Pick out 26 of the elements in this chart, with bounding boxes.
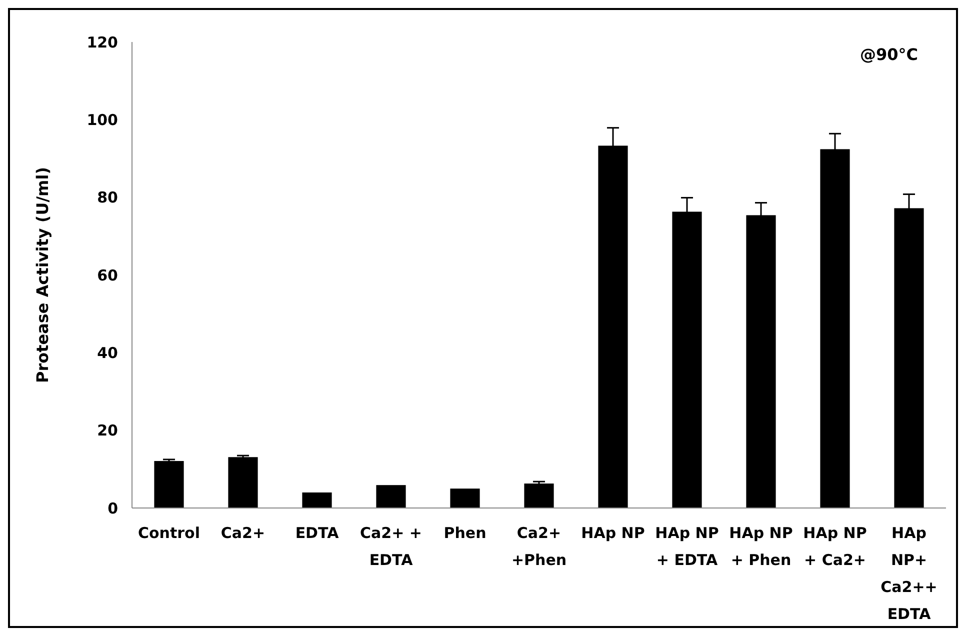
y-tick-label: 80 <box>97 188 118 207</box>
bar <box>302 492 332 508</box>
y-axis-title: Protease Activity (U/ml) <box>33 166 52 384</box>
y-tick-label: 40 <box>97 344 118 362</box>
y-tick-label: 20 <box>97 422 118 440</box>
x-tick-label: HAp NP+ Ca2++ EDTA <box>880 524 938 623</box>
x-tick-label: Ca2+ <box>220 524 266 542</box>
x-tick-label: HAp NP <box>581 524 645 542</box>
bar <box>154 461 184 508</box>
x-tick-label: HAp NP + Ca2+ <box>803 524 867 569</box>
bar <box>450 488 480 508</box>
x-tick-label: Ca2+ +Phen <box>511 524 567 569</box>
y-tick-label: 120 <box>86 33 118 52</box>
x-tick-label: Phen <box>444 524 486 542</box>
x-tick-label: HAp NP + Phen <box>729 524 793 569</box>
bar <box>228 457 258 508</box>
x-tick-label: EDTA <box>295 524 340 542</box>
y-tick-label: 100 <box>86 110 118 129</box>
x-tick-label: Ca2+ + EDTA <box>360 524 422 569</box>
y-tick-label: 60 <box>97 266 118 284</box>
y-tick-label: 0 <box>108 499 118 518</box>
annotation: @90°C <box>860 45 918 64</box>
bar <box>376 485 406 508</box>
bar <box>524 484 554 508</box>
x-tick-label: Control <box>138 524 200 542</box>
x-tick-label: HAp NP + EDTA <box>655 524 719 569</box>
